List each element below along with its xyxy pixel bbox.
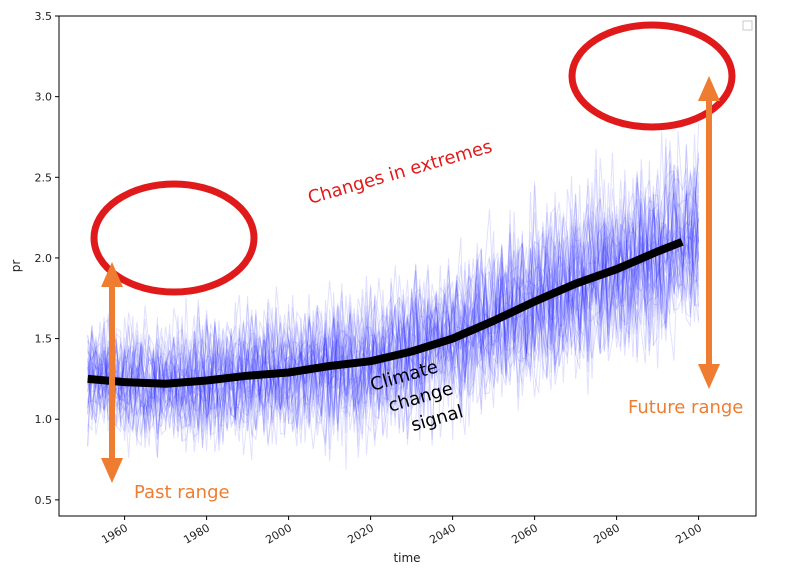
ensemble-member-line (87, 148, 700, 445)
y-axis-label: pr (9, 260, 23, 273)
y-tick-label: 3.5 (35, 10, 53, 23)
ensemble-member-line (87, 145, 700, 461)
ensemble-member-line (87, 169, 700, 456)
x-tick-label: 2060 (509, 521, 540, 546)
ensemble-member-line (87, 167, 700, 446)
ensemble-member-line (87, 186, 700, 439)
x-tick-label: 2020 (345, 521, 376, 546)
y-tick-label: 2.5 (35, 171, 53, 184)
mean-series (87, 238, 684, 388)
x-tick-label: 1980 (181, 521, 212, 546)
ensemble-member-line (87, 176, 700, 431)
past-range-arrow (101, 262, 123, 483)
future-range-label: Future range (628, 397, 743, 418)
ensemble-member-line (87, 168, 700, 429)
ensemble-member-line (87, 157, 700, 453)
y-tick-label: 2.0 (35, 252, 53, 265)
ensemble-member-line (87, 183, 700, 448)
x-axis-label: time (393, 551, 420, 565)
y-tick-label: 0.5 (35, 494, 53, 507)
ensemble-member-line (87, 171, 700, 462)
future-extremes-circle (568, 21, 736, 131)
ensemble-member-line (87, 164, 699, 438)
ensemble-member-line (87, 160, 700, 459)
x-tick-label: 2100 (673, 521, 704, 546)
ensemble-member-line (87, 134, 700, 447)
ensemble-member-line (87, 151, 700, 440)
y-tick-label: 1.0 (35, 413, 53, 426)
future-range-arrow (698, 76, 720, 389)
past-range-label: Past range (134, 482, 230, 503)
y-axis-ticks: 0.5 1.0 1.5 2.0 2.5 3.0 3.5 (35, 10, 59, 507)
mean-signal-line (87, 238, 684, 388)
ensemble-member-line (87, 169, 700, 448)
x-axis-ticks: 1960 1980 2000 2020 2040 2060 2080 2100 (99, 516, 704, 547)
x-tick-label: 2040 (427, 521, 458, 546)
legend-box (742, 20, 753, 31)
ensemble-member-line (87, 179, 700, 445)
plot-frame (58, 15, 757, 517)
ensemble-member-line (87, 183, 699, 440)
y-tick-label: 1.5 (35, 333, 53, 346)
ensemble-member-line (87, 159, 700, 438)
ensemble-member-line (87, 187, 700, 446)
y-tick-label: 3.0 (35, 91, 53, 104)
ensemble-member-line (87, 152, 700, 441)
x-tick-label: 2080 (591, 521, 622, 546)
ensemble-member-line (87, 187, 700, 458)
ensemble-member-line (87, 187, 700, 449)
x-tick-label: 2000 (263, 521, 294, 546)
ensemble-member-line (87, 144, 700, 439)
past-extremes-circle (90, 180, 258, 296)
ensemble-member-line (87, 184, 700, 453)
ensemble-member-line (87, 170, 700, 443)
ensemble-member-line (87, 157, 700, 447)
changes-in-extremes-label: Changes in extremes (306, 136, 495, 209)
x-tick-label: 1960 (99, 521, 130, 546)
